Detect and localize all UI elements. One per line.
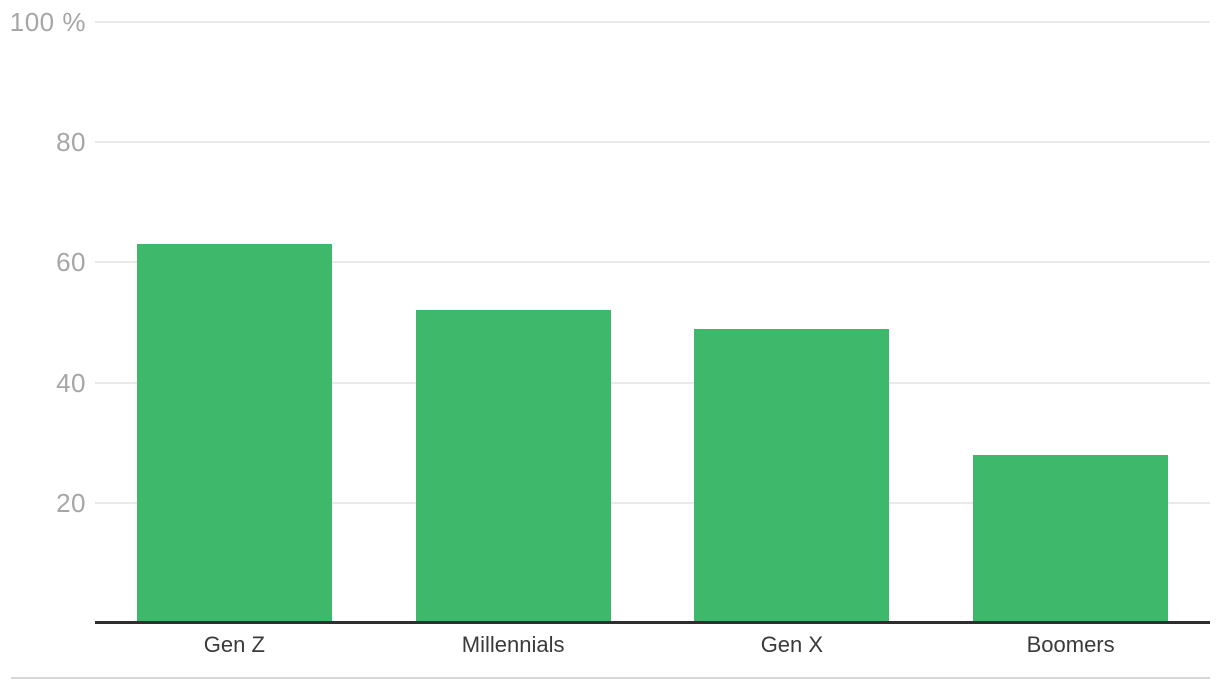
y-tick-label-100: 100 % <box>9 7 86 37</box>
x-label-boomers: Boomers <box>1026 632 1115 657</box>
x-label-millennials: Millennials <box>461 632 565 657</box>
bar-gen-z <box>136 244 332 623</box>
gridline-100 <box>95 21 1210 23</box>
bottom-divider-line <box>11 677 1210 679</box>
bar-boomers <box>973 454 1169 623</box>
x-label-gen-x: Gen X <box>760 632 824 657</box>
bar-millennials <box>415 310 611 623</box>
x-label-gen-z: Gen Z <box>203 632 265 657</box>
bar-gen-x <box>694 328 890 623</box>
y-tick-label-80: 80 <box>56 127 86 158</box>
gridline-80 <box>95 141 1210 144</box>
gridline-40 <box>95 381 1210 384</box>
gridline-20 <box>95 501 1210 504</box>
gridline-60 <box>95 261 1210 264</box>
x-axis-line <box>95 621 1210 624</box>
y-tick-label-20: 20 <box>56 487 86 518</box>
y-tick-label-60: 60 <box>56 247 86 278</box>
y-tick-label-40: 40 <box>56 367 86 398</box>
